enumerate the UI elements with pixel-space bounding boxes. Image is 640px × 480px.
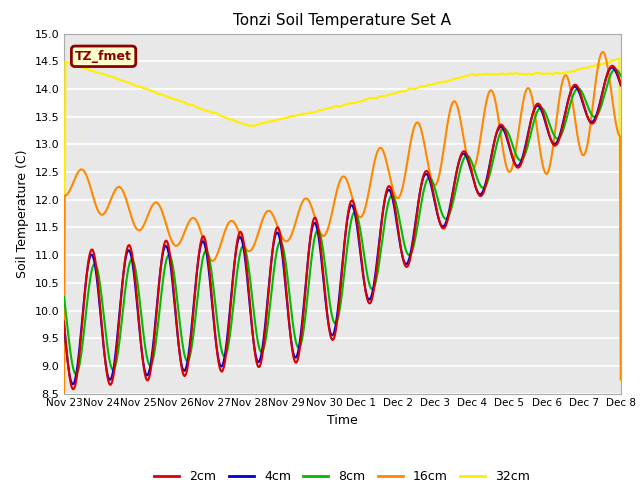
Title: Tonzi Soil Temperature Set A: Tonzi Soil Temperature Set A xyxy=(234,13,451,28)
X-axis label: Time: Time xyxy=(327,414,358,427)
Y-axis label: Soil Temperature (C): Soil Temperature (C) xyxy=(16,149,29,278)
Text: TZ_fmet: TZ_fmet xyxy=(75,50,132,63)
Legend: 2cm, 4cm, 8cm, 16cm, 32cm: 2cm, 4cm, 8cm, 16cm, 32cm xyxy=(150,465,535,480)
